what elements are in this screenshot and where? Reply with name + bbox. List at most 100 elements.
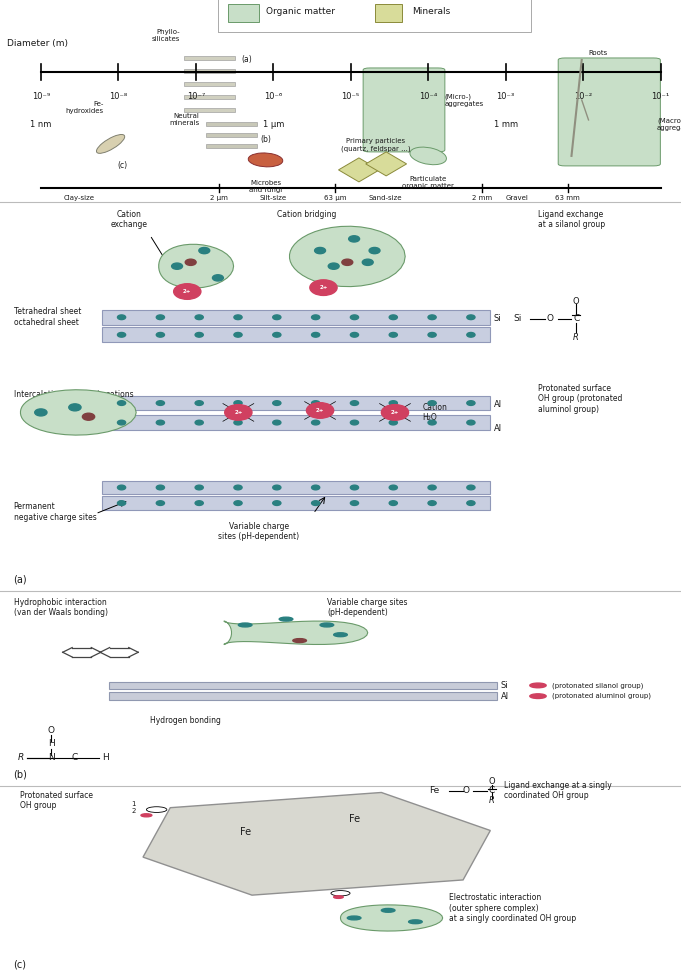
Text: O: O	[48, 725, 54, 735]
Text: C: C	[573, 314, 580, 324]
Text: 10⁻⁶: 10⁻⁶	[264, 92, 283, 101]
Circle shape	[369, 248, 380, 254]
Circle shape	[350, 401, 358, 406]
Circle shape	[389, 401, 397, 406]
Circle shape	[350, 332, 358, 337]
FancyBboxPatch shape	[558, 58, 661, 166]
Circle shape	[156, 420, 165, 425]
Circle shape	[195, 332, 203, 337]
Text: 2+: 2+	[183, 289, 191, 294]
Circle shape	[311, 501, 320, 505]
Text: 10⁻⁷: 10⁻⁷	[187, 92, 205, 101]
FancyBboxPatch shape	[375, 4, 402, 22]
Text: Al: Al	[494, 423, 502, 433]
Text: O: O	[547, 314, 554, 324]
Polygon shape	[224, 621, 368, 644]
Circle shape	[334, 633, 347, 637]
Circle shape	[117, 332, 125, 337]
Circle shape	[466, 486, 475, 489]
Circle shape	[156, 332, 165, 337]
FancyBboxPatch shape	[109, 682, 497, 689]
Circle shape	[195, 315, 203, 320]
Circle shape	[428, 401, 436, 406]
Circle shape	[428, 501, 436, 505]
FancyBboxPatch shape	[184, 82, 235, 86]
FancyBboxPatch shape	[102, 328, 490, 342]
Text: Variable charge sites
(pH-dependent): Variable charge sites (pH-dependent)	[327, 598, 407, 617]
Text: 10⁻⁴: 10⁻⁴	[419, 92, 437, 101]
Text: Si: Si	[513, 314, 522, 324]
Text: Protonated surface
OH group (protonated
aluminol group): Protonated surface OH group (protonated …	[538, 384, 622, 413]
Text: (Macro-)
aggregates: (Macro-) aggregates	[657, 117, 681, 131]
Circle shape	[82, 413, 95, 420]
Circle shape	[272, 420, 281, 425]
Circle shape	[389, 315, 397, 320]
Circle shape	[172, 263, 183, 269]
Text: Microbes
and fungi: Microbes and fungi	[249, 179, 282, 193]
Circle shape	[389, 486, 397, 489]
Text: R: R	[489, 796, 494, 804]
Circle shape	[279, 617, 293, 621]
FancyBboxPatch shape	[184, 68, 235, 73]
Circle shape	[117, 486, 125, 489]
Circle shape	[315, 248, 326, 254]
Text: Ligand exchange at a singly
coordinated OH group: Ligand exchange at a singly coordinated …	[504, 781, 612, 800]
Text: N: N	[48, 753, 54, 762]
Circle shape	[272, 501, 281, 505]
Text: Variable charge
sites (pH-dependent): Variable charge sites (pH-dependent)	[218, 522, 300, 541]
Text: Neutral
minerals: Neutral minerals	[170, 113, 200, 127]
Text: Primary particles
(quartz, feldspar ...): Primary particles (quartz, feldspar ...)	[341, 138, 411, 152]
Text: (protonated aluminol group): (protonated aluminol group)	[552, 693, 650, 699]
Text: Sand-size: Sand-size	[369, 195, 402, 201]
Text: Silt-size: Silt-size	[259, 195, 287, 201]
Polygon shape	[340, 905, 443, 931]
Circle shape	[428, 332, 436, 337]
Circle shape	[185, 259, 196, 265]
Polygon shape	[289, 226, 405, 287]
FancyBboxPatch shape	[184, 95, 235, 98]
Text: 63 µm: 63 µm	[324, 195, 347, 201]
Text: R: R	[573, 332, 579, 341]
Circle shape	[306, 403, 334, 418]
FancyBboxPatch shape	[109, 692, 497, 700]
Ellipse shape	[410, 147, 447, 165]
Text: 10⁻²: 10⁻²	[574, 92, 592, 101]
Circle shape	[362, 259, 373, 265]
Text: 2+: 2+	[316, 408, 324, 413]
Circle shape	[156, 401, 165, 406]
Text: Cation
exchange: Cation exchange	[111, 210, 148, 229]
Text: 1
2: 1 2	[131, 801, 136, 814]
Text: Intercalation of organic cations: Intercalation of organic cations	[14, 390, 133, 400]
Circle shape	[466, 501, 475, 505]
FancyBboxPatch shape	[184, 107, 235, 112]
Text: 2 mm: 2 mm	[473, 195, 492, 201]
Text: 10⁻⁸: 10⁻⁸	[109, 92, 127, 101]
Text: 63 mm: 63 mm	[555, 195, 580, 201]
Circle shape	[320, 623, 334, 627]
Circle shape	[334, 896, 343, 898]
Text: (protonated silanol group): (protonated silanol group)	[552, 682, 643, 688]
Circle shape	[199, 248, 210, 254]
Text: C: C	[72, 753, 78, 762]
Circle shape	[350, 486, 358, 489]
Circle shape	[234, 486, 242, 489]
Text: (c): (c)	[117, 162, 127, 171]
Text: Ligand exchange
at a silanol group: Ligand exchange at a silanol group	[538, 210, 605, 229]
Circle shape	[428, 315, 436, 320]
Text: Organic matter: Organic matter	[266, 8, 334, 17]
Text: Al: Al	[501, 692, 509, 701]
Text: Cation bridging: Cation bridging	[276, 210, 336, 218]
Ellipse shape	[249, 153, 283, 167]
FancyBboxPatch shape	[102, 481, 490, 494]
Circle shape	[428, 420, 436, 425]
Ellipse shape	[97, 135, 125, 153]
Text: 10⁻¹: 10⁻¹	[652, 92, 669, 101]
Circle shape	[311, 420, 320, 425]
Circle shape	[328, 263, 339, 269]
Circle shape	[234, 501, 242, 505]
Text: Phyllo-
silicates: Phyllo- silicates	[152, 29, 180, 43]
Circle shape	[530, 683, 546, 687]
Text: Fe: Fe	[240, 828, 251, 838]
Text: 10⁻⁵: 10⁻⁵	[342, 92, 360, 101]
FancyBboxPatch shape	[184, 56, 235, 60]
